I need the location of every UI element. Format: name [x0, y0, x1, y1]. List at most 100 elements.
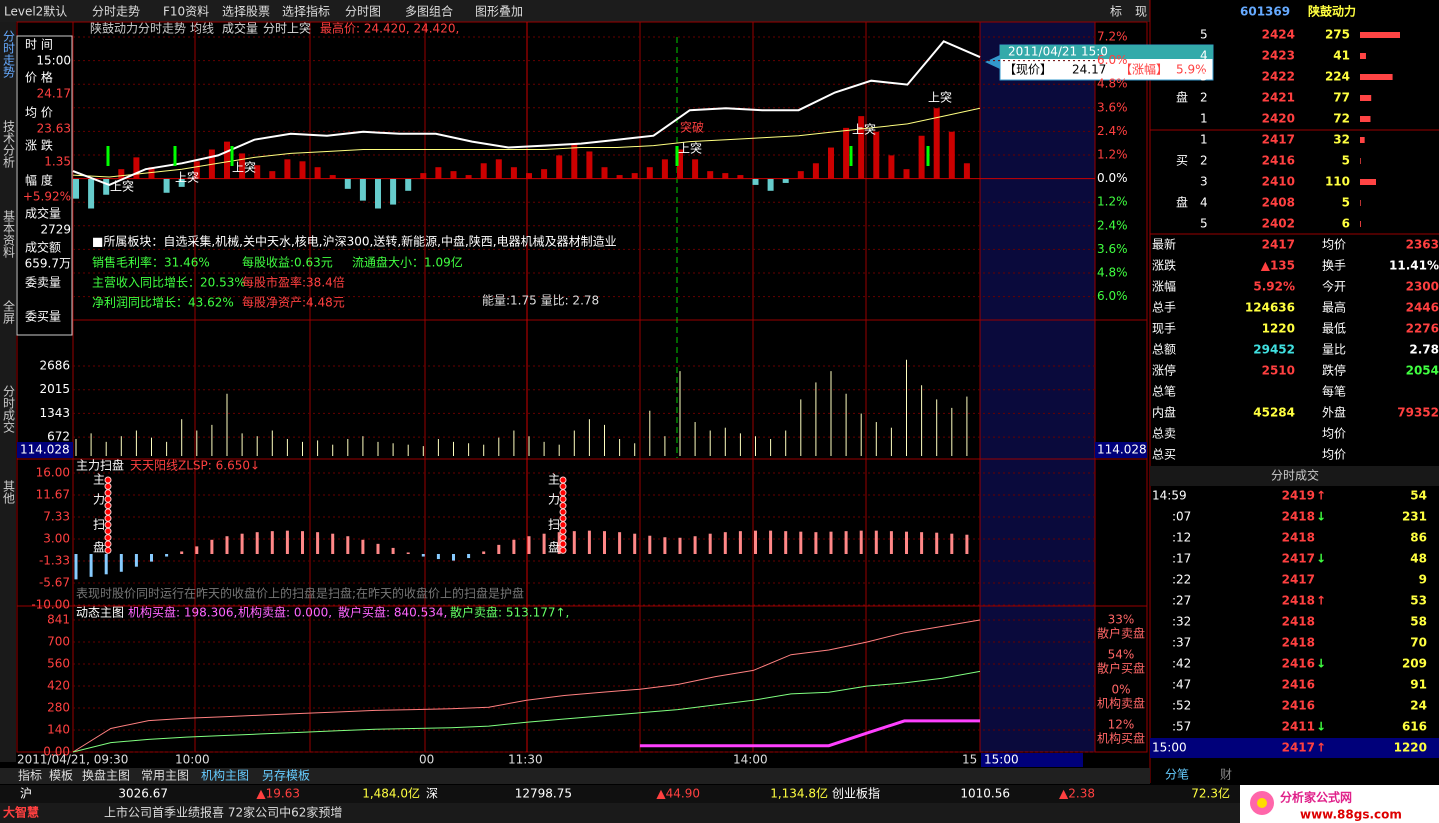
- stat-label: 外盘: [1322, 405, 1346, 420]
- menu-item[interactable]: Level2默认: [4, 4, 67, 19]
- signal-dot: [104, 476, 112, 484]
- tooltip-label: 【现价】: [1004, 63, 1052, 77]
- tooltip-time: 2011/04/21 15:0: [1008, 45, 1108, 59]
- bottom-tab[interactable]: 另存模板: [262, 769, 310, 783]
- panel-title: 陕鼓动力分时走势: [90, 21, 186, 36]
- trade-tab[interactable]: 财: [1220, 768, 1232, 782]
- book-level: 5: [1200, 217, 1208, 231]
- book-level: 4: [1200, 196, 1208, 210]
- book-level: 3: [1200, 70, 1208, 84]
- side-tab[interactable]: 基本资料: [2, 210, 16, 258]
- tooltip-value: 5.9%: [1176, 63, 1207, 77]
- trade-tab[interactable]: 分笔: [1165, 767, 1189, 782]
- stat-value: 2276: [1406, 322, 1439, 336]
- annotation: 上突: [852, 122, 876, 137]
- indicator-tick-label: -5.67: [39, 576, 70, 590]
- menu-item[interactable]: F10资料: [163, 5, 209, 19]
- menu-item[interactable]: 选择股票: [222, 5, 270, 19]
- scale-box: [981, 753, 1083, 767]
- stat-label: 均价: [1322, 448, 1346, 462]
- time-tick-label: 14:00: [733, 753, 768, 767]
- book-level: 1: [1200, 112, 1208, 126]
- trade-arrow: ↑: [1316, 594, 1326, 608]
- stat-label: 总买: [1152, 448, 1176, 462]
- signal-dot: [104, 482, 112, 490]
- menu-item[interactable]: 选择指标: [282, 4, 330, 19]
- menu-item[interactable]: 图形叠加: [475, 5, 523, 19]
- book-price: 2420: [1262, 112, 1295, 126]
- stat-label: 总额: [1152, 343, 1176, 357]
- trade-price: 2416: [1282, 699, 1315, 713]
- high-label: 最高价: 24.420, 24.420,: [320, 21, 459, 36]
- signal-char: 力: [548, 493, 560, 507]
- panel-title: 均线: [190, 22, 214, 36]
- trade-price: 2416: [1282, 657, 1315, 671]
- side-tab[interactable]: 分时走势: [2, 30, 16, 78]
- stat-label: 最高: [1322, 300, 1346, 315]
- trade-volume: 58: [1410, 615, 1427, 629]
- logo-center: [1257, 798, 1267, 808]
- view-button[interactable]: 现: [1135, 5, 1147, 19]
- breakout-marker: [675, 146, 679, 166]
- info-label: 均 价: [25, 106, 53, 120]
- trade-time: :47: [1172, 678, 1191, 692]
- info-box: [16, 35, 73, 336]
- ticker-item: 3026.67: [118, 787, 168, 801]
- trade-highlight: [1150, 738, 1439, 758]
- share-name: 机构买盘: [1097, 731, 1145, 746]
- book-price: 2410: [1262, 175, 1295, 189]
- ticker-item: 1010.56: [960, 787, 1010, 801]
- trade-volume: 70: [1410, 636, 1427, 650]
- pct-tick-label: 3.6%: [1097, 242, 1128, 256]
- book-price: 2417: [1262, 133, 1295, 147]
- bottom-tab[interactable]: 机构主图: [201, 768, 249, 783]
- info-value: 2729: [40, 223, 71, 237]
- tab-bar: [0, 768, 1150, 784]
- stat-label: 最低: [1322, 322, 1346, 336]
- book-bar: [1360, 53, 1366, 59]
- news-text: 上市公司首季业绩报喜 72家公司中62家预增: [104, 805, 342, 820]
- stock-code: 601369: [1240, 5, 1290, 19]
- signal-dot: [559, 514, 567, 522]
- book-volume: 6: [1342, 217, 1350, 231]
- sector-stat: 每股市盈率:38.4倍: [242, 275, 345, 290]
- trade-time: :07: [1172, 510, 1191, 524]
- trade-price: 2419: [1282, 489, 1315, 503]
- bottom-tab[interactable]: 指标: [18, 768, 42, 783]
- signal-char: 主: [93, 473, 105, 487]
- ticker-item: ▲19.63: [256, 787, 300, 801]
- ticker-item: 1,134.8亿: [770, 786, 828, 801]
- trade-volume: 91: [1410, 678, 1427, 692]
- trade-time: :52: [1172, 699, 1191, 713]
- book-bar: [1360, 32, 1400, 38]
- menu-item[interactable]: 多图组合: [405, 4, 453, 19]
- signal-dot: [104, 502, 112, 510]
- indicator-tick-label: 7.33: [43, 510, 70, 524]
- book-price: 2424: [1262, 28, 1295, 42]
- view-button[interactable]: 标: [1110, 5, 1122, 19]
- side-tab[interactable]: 分时成交: [2, 385, 16, 434]
- bottom-tab[interactable]: 模板: [49, 769, 73, 783]
- side-tab[interactable]: 全屏: [2, 299, 16, 325]
- indicator-title: 主力扫盘: [76, 458, 124, 473]
- signal-dot: [104, 489, 112, 497]
- signal-dot: [559, 502, 567, 510]
- info-label: 涨 跌: [25, 138, 53, 153]
- trade-volume: 1220: [1394, 741, 1427, 755]
- book-volume: 77: [1333, 91, 1350, 105]
- share-name: 机构卖盘: [1097, 696, 1145, 711]
- bottom-tab[interactable]: 换盘主图: [82, 768, 130, 783]
- menu-item[interactable]: 分时走势: [92, 5, 140, 19]
- side-tab[interactable]: 其他: [2, 480, 16, 504]
- side-tab[interactable]: 技术分析: [2, 120, 16, 169]
- signal-dot: [104, 514, 112, 522]
- signal-char: 盘: [548, 540, 560, 555]
- scale-box: [17, 442, 73, 458]
- book-price: 2421: [1262, 91, 1295, 105]
- bottom-tab[interactable]: 常用主图: [141, 769, 189, 783]
- indicator-tick-label: -10.00: [31, 598, 70, 612]
- ticker-item: 创业板指: [832, 786, 880, 801]
- menu-item[interactable]: 分时图: [345, 5, 381, 19]
- stat-label: 均价: [1322, 427, 1346, 441]
